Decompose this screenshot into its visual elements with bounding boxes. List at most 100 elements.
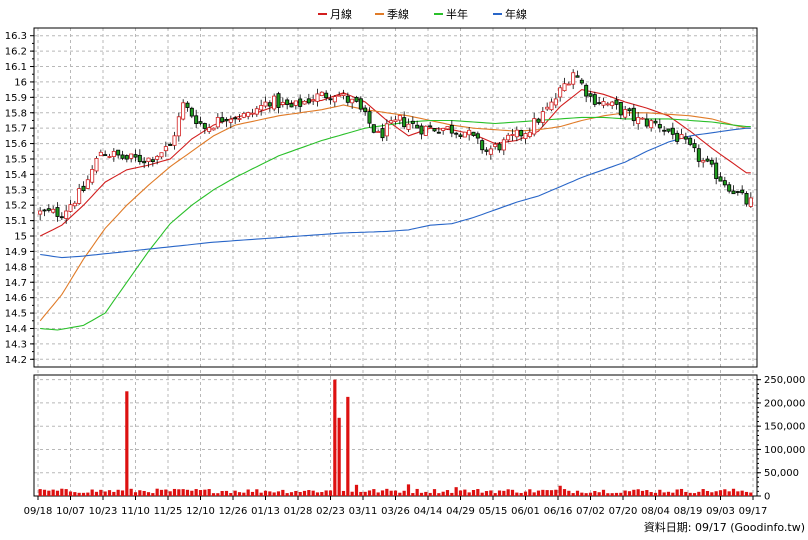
candle <box>220 111 225 124</box>
volume-bar <box>575 490 580 496</box>
volume-bar <box>411 493 415 496</box>
volume-bar <box>372 489 376 496</box>
candle <box>714 157 719 185</box>
candle <box>194 109 199 128</box>
candle <box>614 96 619 110</box>
volume-bar <box>90 489 94 496</box>
volume-bar <box>588 492 593 496</box>
candle <box>666 128 671 134</box>
candle <box>653 118 658 126</box>
candle <box>510 128 515 141</box>
volume-bar <box>597 492 601 496</box>
volume-bar <box>627 491 632 496</box>
volume-bar <box>705 490 710 496</box>
candle <box>475 131 480 144</box>
candle <box>198 116 203 126</box>
y-tick-label: 14.2 <box>5 355 27 366</box>
volume-bar <box>476 489 480 496</box>
x-tick-label: 03/26 <box>381 506 410 517</box>
volume-bar <box>129 488 133 496</box>
candle <box>263 96 268 108</box>
volume-bar <box>246 489 250 496</box>
candle <box>415 120 420 129</box>
volume-bar <box>584 493 588 496</box>
candle <box>553 93 558 109</box>
legend-label: 年線 <box>505 7 527 21</box>
y-tick-label: 15.8 <box>5 108 27 119</box>
y-tick-label: 15.4 <box>5 170 27 181</box>
volume-bar <box>94 491 99 496</box>
candle <box>458 132 463 139</box>
volume-bar <box>393 490 398 496</box>
candle <box>280 97 285 108</box>
candle <box>410 116 415 129</box>
volume-bar <box>298 492 302 496</box>
volume-bar <box>463 489 467 496</box>
volume-bar <box>116 489 120 496</box>
candle <box>337 91 342 97</box>
volume-bar <box>636 489 640 496</box>
volume-bar <box>558 485 562 496</box>
volume-bar <box>190 490 194 496</box>
candle <box>324 90 329 101</box>
candle <box>735 190 740 196</box>
volume-bar <box>437 493 441 496</box>
y-tick-label: 14.5 <box>5 309 27 320</box>
legend-item: 季線 <box>375 7 409 21</box>
candle <box>471 131 476 137</box>
candle <box>536 117 541 125</box>
x-axis: 09/18 10/07 10/23 11/10 11/25 12/10 12/26 01/13… <box>24 496 767 517</box>
y-tick-label: 15 <box>14 232 27 243</box>
volume-bar <box>441 491 445 496</box>
volume-bar <box>259 492 263 496</box>
volume-bar <box>177 489 181 496</box>
volume-bar <box>151 493 155 496</box>
volume-bar <box>333 379 337 496</box>
candle <box>423 125 428 136</box>
candle <box>618 101 623 120</box>
candle <box>566 81 571 86</box>
volume-bar <box>671 492 675 496</box>
volume-bar <box>250 491 255 496</box>
candle <box>64 205 69 224</box>
volume-bar <box>276 491 281 496</box>
volume-bar <box>506 489 510 496</box>
candle <box>558 84 563 102</box>
candle <box>488 145 493 160</box>
volume-bar <box>194 489 198 496</box>
volume-bar <box>146 492 151 496</box>
candle <box>484 147 489 156</box>
volume-bar <box>138 490 142 496</box>
volume-bar <box>679 488 684 496</box>
candle <box>111 148 116 162</box>
volume-tick-label: 150,000 <box>764 422 805 433</box>
volume-bar <box>571 493 575 496</box>
volume-bar <box>419 492 424 496</box>
candle <box>94 156 99 174</box>
volume-bar <box>428 492 432 496</box>
y-tick-label: 16.2 <box>5 47 27 58</box>
volume-bar <box>406 484 411 496</box>
volume-bar <box>653 492 658 496</box>
volume-bar <box>328 490 333 496</box>
volume-panel: 0 50,000 100,000 150,000 200,000 250,000 <box>33 374 805 503</box>
candle <box>571 69 576 90</box>
y-tick-label: 15.3 <box>5 185 27 196</box>
volume-bar <box>727 491 731 496</box>
y-tick-label: 15.1 <box>5 216 27 227</box>
candle <box>705 155 710 163</box>
candle <box>207 123 212 134</box>
candle <box>98 149 103 157</box>
volume-bar <box>484 491 489 496</box>
candle <box>224 117 229 127</box>
x-tick-label: 11/25 <box>154 506 183 517</box>
candle <box>133 149 138 162</box>
candle <box>72 200 77 209</box>
volume-bar <box>350 491 354 496</box>
ma-line <box>40 127 751 259</box>
candle <box>657 118 662 133</box>
volume-bar <box>380 490 385 496</box>
x-tick-label: 01/28 <box>284 506 313 517</box>
volume-bar <box>346 396 350 496</box>
candle <box>172 131 177 150</box>
